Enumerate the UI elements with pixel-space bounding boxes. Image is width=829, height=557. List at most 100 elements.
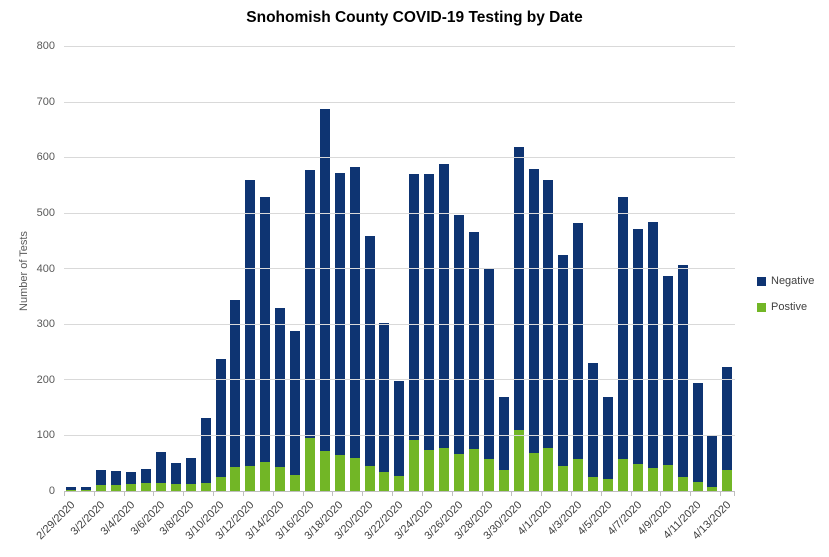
bar-segment-positive — [468, 449, 479, 491]
x-tick-mark — [690, 492, 692, 496]
bar-segment-negative — [677, 264, 688, 478]
bar-column — [198, 47, 213, 491]
x-tick-mark — [362, 492, 364, 496]
bar-column — [124, 47, 139, 491]
bar-segment-negative — [558, 255, 569, 467]
bar-column — [347, 47, 362, 491]
bar-segment-positive — [81, 489, 92, 491]
bar-column — [64, 47, 79, 491]
bar-column — [660, 47, 675, 491]
bar-segment-negative — [364, 235, 375, 467]
bar-segment-positive — [245, 466, 256, 491]
bar-column — [511, 47, 526, 491]
bar-segment-positive — [647, 467, 658, 491]
bar-segment-positive — [543, 448, 554, 491]
bar-segment-positive — [394, 476, 405, 491]
bar-segment-negative — [126, 472, 137, 485]
bar-column — [303, 47, 318, 491]
bar-segment-positive — [290, 474, 301, 491]
bar-segment-negative — [588, 362, 599, 477]
x-tick-mark — [64, 492, 65, 496]
plot-area — [64, 46, 735, 492]
bar-column — [496, 47, 511, 491]
x-axis-tick-marks — [64, 492, 735, 497]
x-tick-mark — [332, 492, 334, 496]
x-tick-mark — [660, 492, 662, 496]
x-tick-mark — [720, 492, 722, 496]
gridline — [64, 434, 735, 436]
bar-segment-negative — [170, 462, 181, 484]
bar-segment-positive — [424, 449, 435, 491]
x-tick-mark — [511, 492, 513, 496]
bar-column — [288, 47, 303, 491]
bar-column — [526, 47, 541, 491]
x-tick-mark — [570, 492, 572, 496]
bar-column — [601, 47, 616, 491]
bar-segment-positive — [498, 470, 509, 491]
bar-column — [273, 47, 288, 491]
y-axis-tick-labels: 0 100 200 300 400 500 600 700 800 — [0, 40, 55, 497]
bar-column — [317, 47, 332, 491]
bar-segment-positive — [677, 477, 688, 491]
x-tick-mark — [600, 492, 602, 496]
bar-segment-positive — [66, 490, 77, 491]
bar-segment-positive — [558, 466, 569, 491]
gridline — [64, 212, 735, 214]
bar-segment-negative — [111, 471, 122, 485]
bar-segment-negative — [230, 299, 241, 467]
bar-segment-negative — [513, 146, 524, 430]
bar-column — [705, 47, 720, 491]
bar-segment-negative — [722, 366, 733, 470]
gridline — [64, 101, 735, 103]
bar-segment-positive — [304, 437, 315, 491]
bars-container — [64, 47, 735, 491]
bar-segment-negative — [662, 275, 673, 465]
bar-column — [79, 47, 94, 491]
x-tick-mark — [481, 492, 483, 496]
x-axis-tick-labels: 2/29/2020 3/2/2020 3/4/2020 3/6/2020 3/8/202… — [34, 492, 735, 556]
gridline — [64, 323, 735, 325]
bar-segment-negative — [468, 231, 479, 450]
bar-column — [437, 47, 452, 491]
bar-segment-positive — [126, 484, 137, 491]
y-tick-label: 300 — [36, 318, 55, 331]
legend-item-positive: Postive — [757, 302, 814, 313]
bar-segment-negative — [632, 228, 643, 465]
bar-segment-positive — [707, 487, 718, 491]
bar-column — [466, 47, 481, 491]
x-tick-mark — [630, 492, 632, 496]
bar-segment-positive — [588, 476, 599, 491]
bar-segment-positive — [170, 483, 181, 491]
bar-segment-positive — [349, 458, 360, 491]
bar-segment-positive — [528, 453, 539, 491]
bar-segment-negative — [260, 196, 271, 462]
bar-segment-negative — [245, 180, 256, 467]
x-tick-mark — [451, 492, 453, 496]
bar-segment-negative — [200, 418, 211, 483]
bar-segment-positive — [617, 458, 628, 491]
bar-column — [377, 47, 392, 491]
bar-segment-negative — [647, 222, 658, 468]
bar-segment-positive — [111, 484, 122, 491]
bar-segment-negative — [424, 173, 435, 450]
x-tick-mark — [93, 492, 95, 496]
bar-segment-positive — [454, 453, 464, 491]
bar-column — [392, 47, 407, 491]
y-tick-label: 100 — [36, 429, 55, 442]
legend-item-negative: Negative — [757, 276, 814, 287]
x-tick-mark — [421, 492, 423, 496]
bar-segment-positive — [439, 448, 450, 491]
legend: Negative Postive — [757, 276, 814, 328]
bar-column — [586, 47, 601, 491]
x-tick-mark — [213, 492, 215, 496]
bar-column — [720, 47, 735, 491]
bar-column — [571, 47, 586, 491]
bar-column — [422, 47, 437, 491]
legend-label-negative: Negative — [771, 275, 815, 287]
x-tick-mark — [302, 492, 304, 496]
positive-series-swatch-icon — [757, 303, 766, 312]
gridline — [64, 157, 735, 158]
bar-segment-positive — [215, 477, 226, 491]
gridline — [64, 46, 735, 47]
